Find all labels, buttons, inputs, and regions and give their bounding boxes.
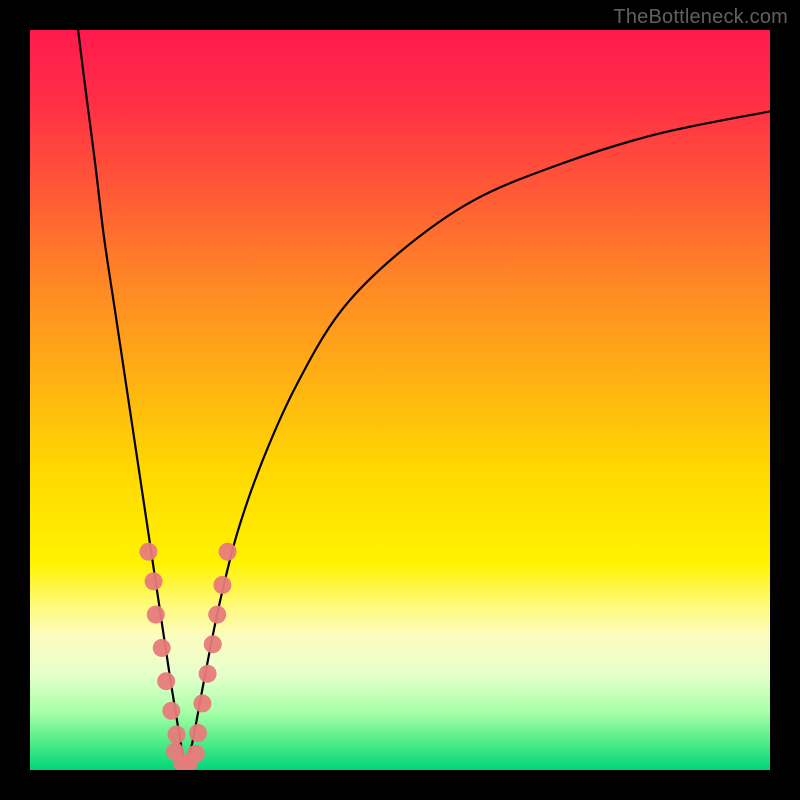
marker-dot (147, 606, 165, 624)
marker-dot (145, 572, 163, 590)
marker-dot (139, 543, 157, 561)
marker-dot (193, 694, 211, 712)
bottleneck-chart (30, 30, 770, 770)
watermark-text: TheBottleneck.com (613, 6, 788, 29)
marker-dot (204, 635, 222, 653)
marker-dot (219, 543, 237, 561)
marker-dot (199, 665, 217, 683)
marker-dot (153, 639, 171, 657)
marker-dot (213, 576, 231, 594)
marker-dot (187, 745, 205, 763)
marker-dot (189, 724, 207, 742)
marker-dot (162, 702, 180, 720)
marker-dot (157, 672, 175, 690)
gradient-background (30, 30, 770, 770)
marker-dot (208, 606, 226, 624)
chart-frame: TheBottleneck.com (0, 0, 800, 800)
marker-dot (168, 725, 186, 743)
plot-area (30, 30, 770, 770)
